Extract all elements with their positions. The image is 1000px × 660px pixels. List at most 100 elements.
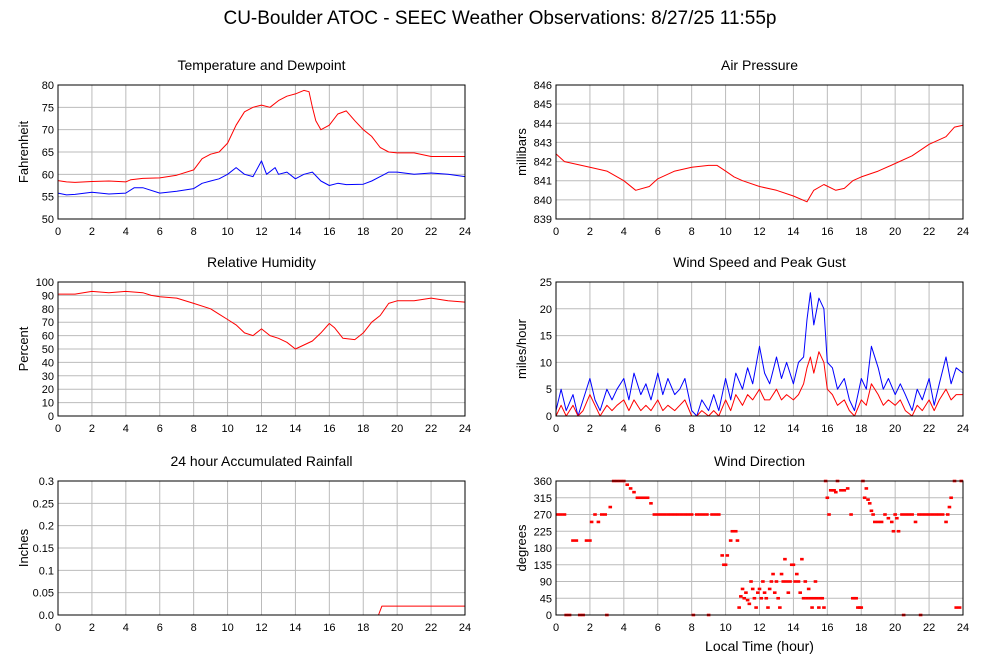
wind-direction-point: [949, 496, 953, 500]
wind-direction-point: [849, 513, 853, 516]
wind-direction-point: [871, 513, 875, 516]
rainfall-ytick-label: 0.3: [39, 476, 54, 488]
wind-direction-point: [669, 513, 674, 516]
humidity-chart: 0 2 4 6 8 10 12 14 16 18 20 22 240102030405060708090…: [16, 254, 471, 435]
wind-speed-ylabel: miles/hour: [514, 318, 529, 379]
wind-direction-point: [761, 580, 765, 583]
wind-direction-point: [889, 520, 894, 524]
wind-direction-point: [683, 513, 687, 516]
wind-direction-point: [896, 529, 901, 533]
humidity-xtick-label: 20: [391, 423, 403, 435]
humidity-xtick-label: 24: [459, 423, 471, 435]
wind-direction-point: [645, 496, 650, 500]
wind-speed-xtick-label: 8: [689, 423, 695, 435]
humidity-ytick-label: 80: [42, 304, 54, 316]
wind-direction-ytick-label: 90: [540, 577, 552, 589]
wind-direction-point: [906, 513, 911, 516]
wind-direction-xtick-label: 10: [719, 622, 731, 634]
wind-direction-point: [705, 513, 709, 516]
wind-direction-point: [771, 572, 775, 576]
wind-direction-point: [740, 587, 745, 591]
wind-speed-ytick-label: 20: [540, 304, 552, 316]
wind-direction-point: [571, 539, 575, 542]
wind-direction-point: [742, 596, 747, 600]
wind-direction-point: [735, 539, 740, 542]
humidity-ytick-label: 20: [42, 384, 54, 396]
pressure-ytick-label: 842: [534, 157, 552, 169]
wind-speed-series-0: [555, 292, 964, 417]
page-title: CU-Boulder ATOC - SEEC Weather Observati…: [223, 8, 777, 29]
wind-direction-point: [810, 606, 814, 609]
wind-speed-xtick-label: 14: [787, 423, 799, 435]
wind-direction-point: [723, 563, 728, 567]
wind-direction-point: [701, 513, 706, 516]
wind-direction-point: [774, 580, 779, 583]
wind-direction-point: [745, 598, 750, 602]
pressure-xtick-label: 16: [821, 226, 833, 238]
pressure-series-0: [555, 124, 964, 203]
wind-direction-point: [886, 516, 891, 520]
temperature-ytick-label: 55: [42, 192, 54, 204]
temperature-xtick-label: 16: [323, 226, 335, 238]
pressure-xtick-label: 22: [923, 226, 935, 238]
wind-direction-point: [672, 513, 677, 516]
wind-direction-point: [883, 513, 887, 516]
humidity-xtick-label: 22: [425, 423, 437, 435]
rainfall-xtick-label: 6: [157, 622, 163, 634]
wind-direction-point: [800, 557, 804, 561]
wind-direction-point: [710, 513, 714, 516]
wind-speed-plot-frame: [555, 281, 964, 417]
wind-direction-xtick-label: 18: [855, 622, 867, 634]
wind-direction-point: [842, 489, 847, 492]
pressure-chart: 0 2 4 6 8 10 12 14 16 18 20 22 248398408418428438448…: [514, 57, 969, 238]
wind-direction-point: [796, 580, 801, 583]
wind-direction-point: [776, 596, 780, 600]
wind-speed-xtick-label: 18: [855, 423, 867, 435]
wind-direction-point: [584, 539, 589, 542]
wind-speed-title: Wind Speed and Peak Gust: [673, 254, 846, 270]
wind-speed-xtick-label: 12: [753, 423, 765, 435]
wind-direction-point: [820, 596, 825, 600]
wind-direction-chart: 0 2 4 6 8 10 12 14 16 18 20 22 240459013518022527031…: [514, 453, 969, 654]
wind-direction-point: [923, 513, 928, 516]
pressure-xtick-label: 20: [889, 226, 901, 238]
wind-direction-ytick-label: 315: [534, 493, 552, 505]
wind-direction-point: [854, 596, 858, 600]
humidity-ylabel: Percent: [16, 326, 31, 371]
wind-direction-xtick-label: 20: [889, 622, 901, 634]
humidity-title: Relative Humidity: [207, 254, 316, 270]
wind-direction-point: [900, 513, 904, 516]
wind-direction-xtick-label: 4: [621, 622, 627, 634]
temperature-ytick-label: 80: [42, 80, 54, 92]
wind-direction-point: [649, 502, 653, 505]
rainfall-chart: 0 2 4 6 8 10 12 14 16 18 20 22 240.00.050.10.150.20.…: [16, 453, 471, 634]
rainfall-xtick-label: 20: [391, 622, 403, 634]
wind-direction-point: [749, 580, 753, 583]
wind-speed-xtick-label: 6: [655, 423, 661, 435]
wind-direction-point: [559, 513, 563, 516]
pressure-ytick-label: 839: [534, 214, 552, 226]
wind-direction-point: [813, 580, 818, 583]
wind-direction-point: [795, 572, 799, 576]
wind-direction-xtick-label: 22: [923, 622, 935, 634]
rainfall-xtick-label: 0: [55, 622, 61, 634]
wind-direction-point: [779, 572, 784, 576]
wind-direction-point: [817, 606, 821, 609]
humidity-xtick-label: 10: [221, 423, 233, 435]
wind-direction-point: [754, 606, 758, 609]
rainfall-ylabel: Inches: [16, 528, 31, 567]
wind-direction-point: [593, 513, 597, 516]
wind-direction-ytick-label: 225: [534, 526, 552, 538]
wind-direction-point: [756, 591, 760, 594]
temperature-xtick-label: 20: [391, 226, 403, 238]
pressure-ytick-label: 845: [534, 99, 552, 111]
wind-speed-xtick-label: 22: [923, 423, 935, 435]
wind-direction-point: [596, 520, 601, 524]
rainfall-xtick-label: 8: [191, 622, 197, 634]
rainfall-ytick-label: 0.0: [39, 610, 54, 622]
wind-direction-ytick-label: 360: [534, 476, 552, 488]
wind-direction-point: [769, 580, 774, 583]
wind-speed-ytick-label: 5: [546, 384, 552, 396]
wind-direction-point: [893, 513, 897, 516]
